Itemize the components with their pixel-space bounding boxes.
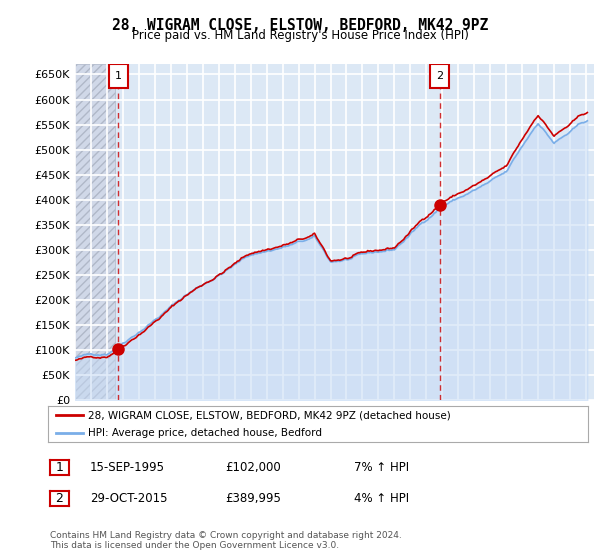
Text: 1: 1 <box>55 461 64 474</box>
Text: 7% ↑ HPI: 7% ↑ HPI <box>354 461 409 474</box>
Text: £102,000: £102,000 <box>225 461 281 474</box>
Text: 29-OCT-2015: 29-OCT-2015 <box>90 492 167 505</box>
Text: 1: 1 <box>115 71 122 81</box>
Text: HPI: Average price, detached house, Bedford: HPI: Average price, detached house, Bedf… <box>89 428 323 438</box>
Text: 4% ↑ HPI: 4% ↑ HPI <box>354 492 409 505</box>
Text: Price paid vs. HM Land Registry's House Price Index (HPI): Price paid vs. HM Land Registry's House … <box>131 29 469 42</box>
Text: 2: 2 <box>436 71 443 81</box>
Text: 28, WIGRAM CLOSE, ELSTOW, BEDFORD, MK42 9PZ (detached house): 28, WIGRAM CLOSE, ELSTOW, BEDFORD, MK42 … <box>89 410 451 420</box>
Text: Contains HM Land Registry data © Crown copyright and database right 2024.
This d: Contains HM Land Registry data © Crown c… <box>50 531 401 550</box>
Text: 15-SEP-1995: 15-SEP-1995 <box>90 461 165 474</box>
FancyBboxPatch shape <box>109 64 128 88</box>
Bar <box>75 64 115 400</box>
FancyBboxPatch shape <box>430 64 449 88</box>
Text: 2: 2 <box>55 492 64 505</box>
Text: 28, WIGRAM CLOSE, ELSTOW, BEDFORD, MK42 9PZ: 28, WIGRAM CLOSE, ELSTOW, BEDFORD, MK42 … <box>112 18 488 33</box>
Text: £389,995: £389,995 <box>225 492 281 505</box>
